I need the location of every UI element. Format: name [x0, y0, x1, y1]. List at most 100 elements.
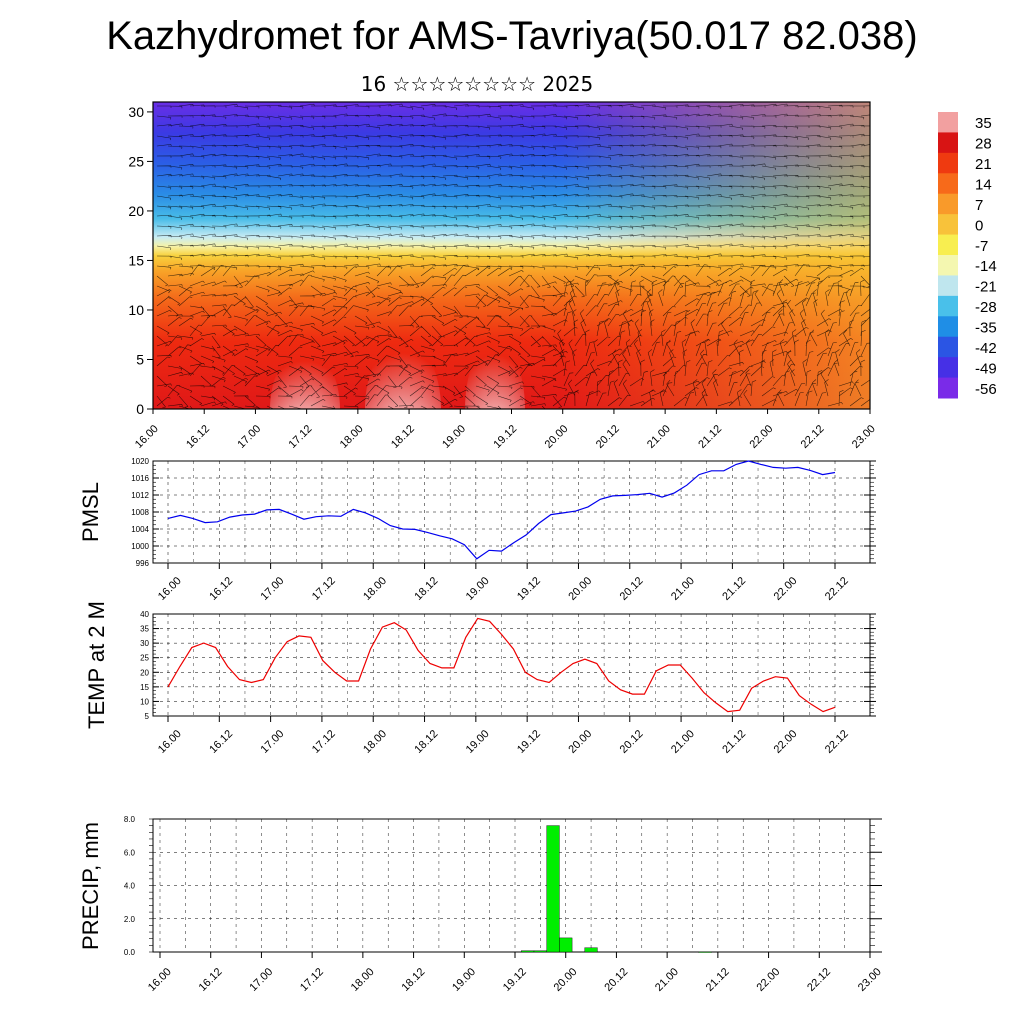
colorbar-swatch [938, 193, 958, 215]
colorbar-label: 0 [975, 217, 983, 234]
xs-x-tick-label: 18.00 [338, 423, 366, 451]
xs-x-tick-label: 20.00 [543, 423, 571, 451]
precip-x-tick-label: 21.00 [653, 966, 681, 994]
colorbar-label: -21 [975, 279, 997, 296]
colorbar-swatch [938, 214, 958, 236]
precip-x-tick-label: 21.12 [704, 966, 732, 994]
pmsl-x-tick-label: 21.12 [720, 575, 748, 603]
pmsl-y-tick-label: 1012 [131, 491, 149, 500]
precip-bar [521, 950, 535, 953]
temp-grid [153, 613, 870, 717]
temp-x-tick-label: 20.12 [618, 728, 646, 756]
pmsl-y-tick-label: 1016 [131, 474, 149, 483]
colorbar-label: 7 [975, 197, 983, 214]
pmsl-x-tick-label: 21.00 [669, 575, 697, 603]
colorbar-label: -14 [975, 258, 997, 275]
xs-x-tick-label: 21.12 [696, 423, 724, 451]
pmsl-x-tick-label: 18.00 [361, 575, 389, 603]
precip-chart: 0.0 2.0 4.0 6.0 8.0 16.00 16.12 17.00 17.12 18.0… [78, 815, 884, 994]
precip-y-tick-label: 8.0 [124, 815, 136, 824]
xs-x-tick-label: 23.00 [850, 423, 878, 451]
colorbar-label: -42 [975, 340, 997, 357]
temp-x-tick-label: 17.12 [310, 728, 338, 756]
temp-x-tick-label: 18.12 [412, 728, 440, 756]
precip-x-tick-label: 20.00 [552, 966, 580, 994]
colorbar-label: -49 [975, 360, 997, 377]
colorbar-label: -28 [975, 299, 997, 316]
colorbar-swatch [938, 295, 958, 317]
pmsl-x-tick-label: 19.12 [515, 575, 543, 603]
xs-y-tick-label: 25 [128, 153, 144, 169]
xs-x-tick-label: 22.12 [799, 423, 827, 451]
wind-barbs [156, 103, 870, 409]
colorbar-label: 35 [975, 115, 992, 132]
precip-x-tick-label: 18.00 [349, 966, 377, 994]
pmsl-x-tick-label: 17.00 [259, 575, 287, 603]
cross-section-x-ticks: 16.00 16.12 17.00 17.12 18.00 18.12 19.00 19.12… [133, 409, 878, 451]
temp-x-tick-label: 16.00 [156, 728, 184, 756]
warm-east-shading [560, 102, 870, 409]
colorbar-label: 14 [975, 177, 992, 194]
pmsl-chart: 996 1000 1004 1008 1012 1016 1020 16.00 16.12 17… [78, 457, 876, 603]
precip-x-tick-label: 16.12 [197, 966, 225, 994]
hot-cell-3 [465, 341, 525, 409]
cross-section-y-ticks: 0 5 10 15 20 25 30 [128, 104, 153, 417]
temp-y-tick-label: 35 [140, 625, 149, 634]
colorbar-swatch [938, 234, 958, 256]
colorbar-label: -35 [975, 320, 997, 337]
pmsl-y-label: PMSL [78, 482, 103, 542]
colorbar-swatch [938, 275, 958, 297]
temp-y-ticks: 5 10 15 20 25 30 35 40 [140, 610, 876, 721]
colorbar-swatch [938, 316, 958, 338]
pmsl-x-tick-label: 22.00 [772, 575, 800, 603]
precip-x-tick-label: 18.12 [399, 966, 427, 994]
precip-bar [698, 951, 712, 953]
xs-y-tick-label: 10 [128, 302, 144, 318]
colorbar: 35 28 21 14 7 0 -7 -14 -21 -28 -35 -42 -49 -56 [938, 112, 997, 399]
temp-x-tick-label: 22.12 [823, 728, 851, 756]
precip-y-tick-label: 4.0 [124, 882, 136, 891]
precip-x-tick-label: 19.00 [450, 966, 478, 994]
precip-y-tick-label: 6.0 [124, 848, 136, 857]
precip-y-ticks: 0.0 2.0 4.0 6.0 8.0 [124, 815, 882, 957]
pmsl-x-tick-label: 16.12 [207, 575, 235, 603]
pmsl-x-tick-label: 16.00 [156, 575, 184, 603]
colorbar-swatch [938, 112, 958, 133]
precip-y-tick-label: 2.0 [124, 915, 136, 924]
pmsl-series-line [167, 460, 836, 560]
colorbar-swatch [938, 255, 958, 276]
precip-grid [153, 818, 871, 953]
xs-x-tick-label: 16.12 [184, 423, 212, 451]
xs-x-tick-label: 19.12 [491, 423, 519, 451]
xs-x-tick-label: 17.12 [287, 423, 315, 451]
temp-y-tick-label: 5 [145, 712, 150, 721]
temp-y-tick-label: 20 [140, 668, 149, 677]
hot-cell-2 [365, 339, 441, 409]
colorbar-label: 21 [975, 156, 992, 173]
xs-x-tick-label: 20.12 [594, 423, 622, 451]
xs-y-tick-label: 0 [136, 401, 144, 417]
pmsl-x-tick-label: 18.12 [412, 575, 440, 603]
precip-bar [546, 825, 560, 953]
cross-section-overlays [156, 102, 870, 409]
temp-y-tick-label: 15 [140, 683, 149, 692]
colorbar-swatch [938, 132, 958, 154]
xs-y-tick-label: 20 [128, 203, 144, 219]
colorbar-swatch [938, 377, 958, 399]
precip-x-tick-label: 17.12 [298, 966, 326, 994]
precip-x-tick-label: 19.12 [501, 966, 529, 994]
xs-x-tick-label: 22.00 [747, 423, 775, 451]
colorbar-swatch [938, 336, 958, 358]
xs-y-tick-label: 5 [136, 351, 144, 367]
pmsl-x-ticks: 16.00 16.12 17.00 17.12 18.00 18.12 19.00 19.12… [156, 563, 851, 603]
precip-x-tick-label: 16.00 [146, 966, 174, 994]
temp-x-tick-label: 20.00 [566, 728, 594, 756]
precip-x-tick-label: 22.12 [805, 966, 833, 994]
precip-y-tick-label: 0.0 [124, 948, 136, 957]
precip-bar [533, 950, 547, 953]
precip-x-tick-label: 20.12 [602, 966, 630, 994]
precip-bars [521, 825, 712, 953]
page-subtitle: 16 ☆☆☆☆☆☆☆☆ 2025 [360, 72, 594, 96]
temp-y-tick-label: 25 [140, 654, 149, 663]
